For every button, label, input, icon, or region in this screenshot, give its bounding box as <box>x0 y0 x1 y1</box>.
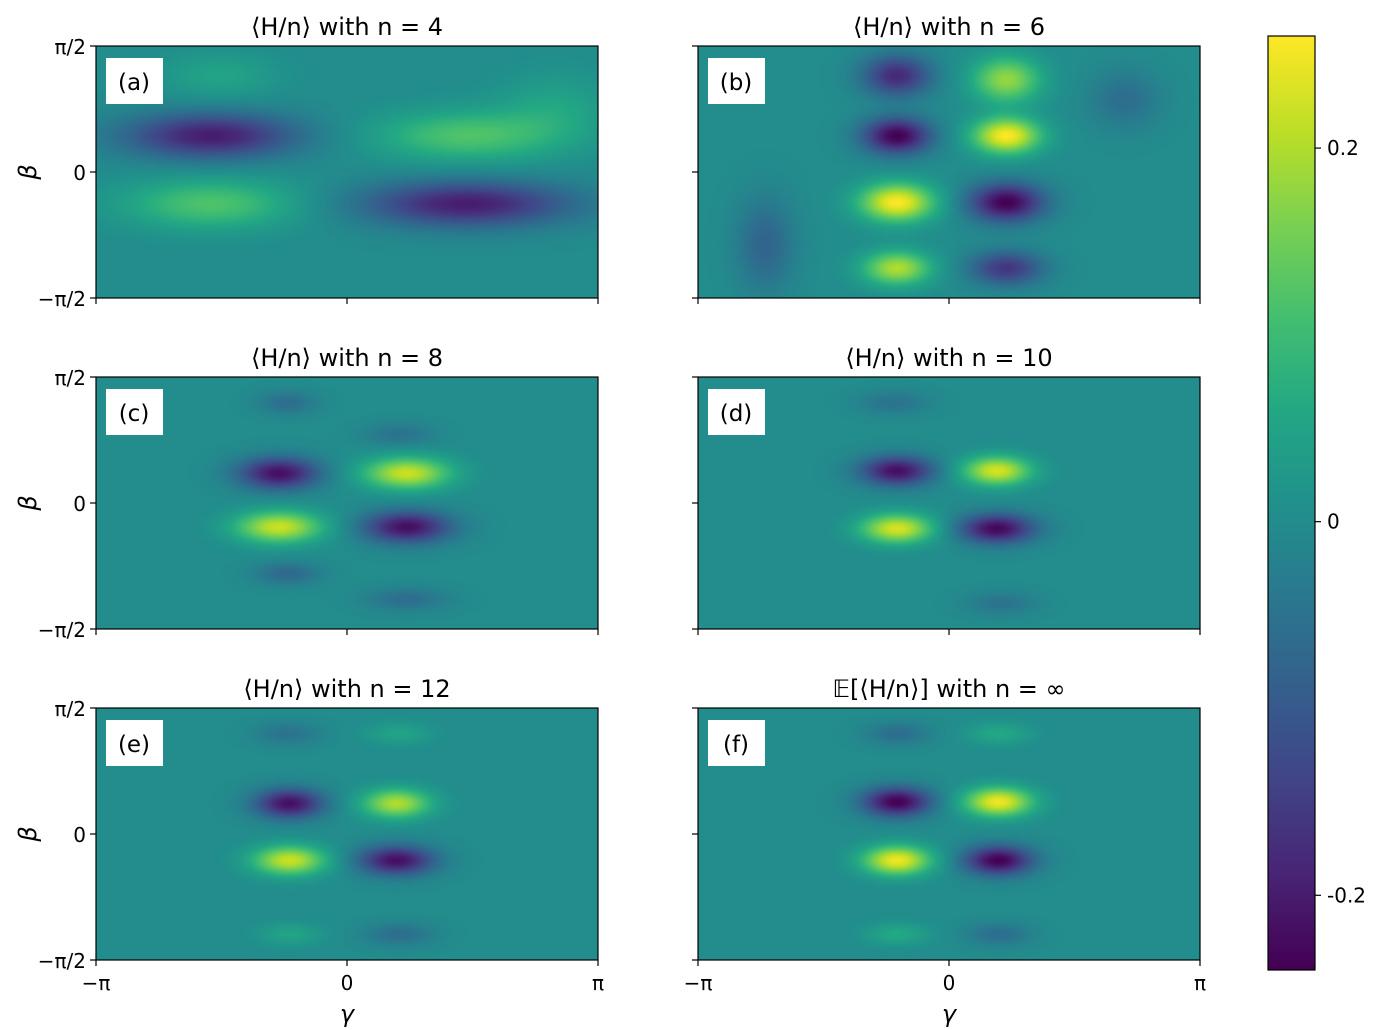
y-tick-label: 0 <box>73 492 86 516</box>
y-tick-label: π/2 <box>54 366 86 390</box>
y-tick-label: π/2 <box>54 35 86 59</box>
colorbar-gradient <box>1268 36 1315 970</box>
panel-tag: (d) <box>708 389 765 435</box>
tag-box <box>708 720 765 766</box>
panels-layer: ⟨H/n⟩ with n = 4(a)π/20−π/2β⟨H/n⟩ with n… <box>14 13 1206 1028</box>
x-tick-label: −π <box>684 971 713 995</box>
panel-tag: (e) <box>106 720 163 766</box>
panel-title: ⟨H/n⟩ with n = 4 <box>251 13 443 41</box>
y-axis-label: β <box>14 164 42 180</box>
panel-title: ⟨H/n⟩ with n = 8 <box>251 344 443 372</box>
panel-tag: (c) <box>106 389 163 435</box>
panel-e: ⟨H/n⟩ with n = 12 (e) π/2 0 −π/2 β −π 0 π γ <box>14 675 604 1028</box>
panel-tag: (b) <box>708 58 765 104</box>
x-axis-label: γ <box>340 1000 356 1028</box>
tag-box <box>106 720 163 766</box>
y-tick-label: 0 <box>73 161 86 185</box>
tag-label: (b) <box>720 70 753 96</box>
heatmap-image <box>96 708 598 960</box>
colorbar-tick-label: 0 <box>1327 510 1340 534</box>
panel-title: ⟨H/n⟩ with n = 12 <box>243 675 450 703</box>
panel-title: ⟨H/n⟩ with n = 6 <box>853 13 1045 41</box>
tag-label: (e) <box>118 732 150 758</box>
heatmap-image <box>698 708 1200 960</box>
y-tick-label: 0 <box>73 823 86 847</box>
x-tick-label: 0 <box>341 971 354 995</box>
y-axis-label: β <box>14 826 42 842</box>
heatmap-image <box>96 46 598 298</box>
panel-b: ⟨H/n⟩ with n = 6 (b) <box>692 13 1201 304</box>
panel-f: 𝔼[⟨H/n⟩] with n = ∞ (f) −π 0 π γ <box>684 675 1206 1028</box>
x-tick-label: 0 <box>943 971 956 995</box>
panel-title: 𝔼[⟨H/n⟩] with n = ∞ <box>832 675 1065 703</box>
tag-label: (a) <box>118 70 150 96</box>
colorbar: -0.2 0 0.2 <box>1267 35 1366 971</box>
panel-tag: (f) <box>708 720 765 766</box>
panel-c: ⟨H/n⟩ with n = 8 (c) π/2 0 −π/2 β <box>14 344 599 642</box>
heatmap-image <box>96 377 598 629</box>
panel-title: ⟨H/n⟩ with n = 10 <box>845 344 1052 372</box>
colorbar-tick-label: 0.2 <box>1327 136 1359 160</box>
colorbar-frame <box>1267 35 1316 971</box>
y-tick-label: −π/2 <box>38 618 86 642</box>
tag-box <box>106 389 163 435</box>
panel-tag: (a) <box>106 58 163 104</box>
heatmap-image <box>698 377 1200 629</box>
colorbar-tick-label: -0.2 <box>1327 883 1366 907</box>
heatmap-image <box>698 46 1200 298</box>
x-axis-label: γ <box>942 1000 958 1028</box>
tag-box <box>708 58 765 104</box>
y-axis-label: β <box>14 495 42 511</box>
x-tick-label: π <box>1194 971 1206 995</box>
x-tick-label: −π <box>82 971 111 995</box>
tag-label: (d) <box>720 401 753 427</box>
tag-box <box>106 58 163 104</box>
panel-a: ⟨H/n⟩ with n = 4 (a) π/2 0 −π/2 β <box>14 13 599 311</box>
x-tick-label: π <box>592 971 604 995</box>
y-tick-label: −π/2 <box>38 287 86 311</box>
tag-label: (c) <box>119 401 150 427</box>
tag-label: (f) <box>723 732 749 758</box>
y-tick-label: π/2 <box>54 697 86 721</box>
y-tick-label: −π/2 <box>38 949 86 973</box>
tag-box <box>708 389 765 435</box>
panel-d: ⟨H/n⟩ with n = 10 (d) <box>692 344 1201 635</box>
